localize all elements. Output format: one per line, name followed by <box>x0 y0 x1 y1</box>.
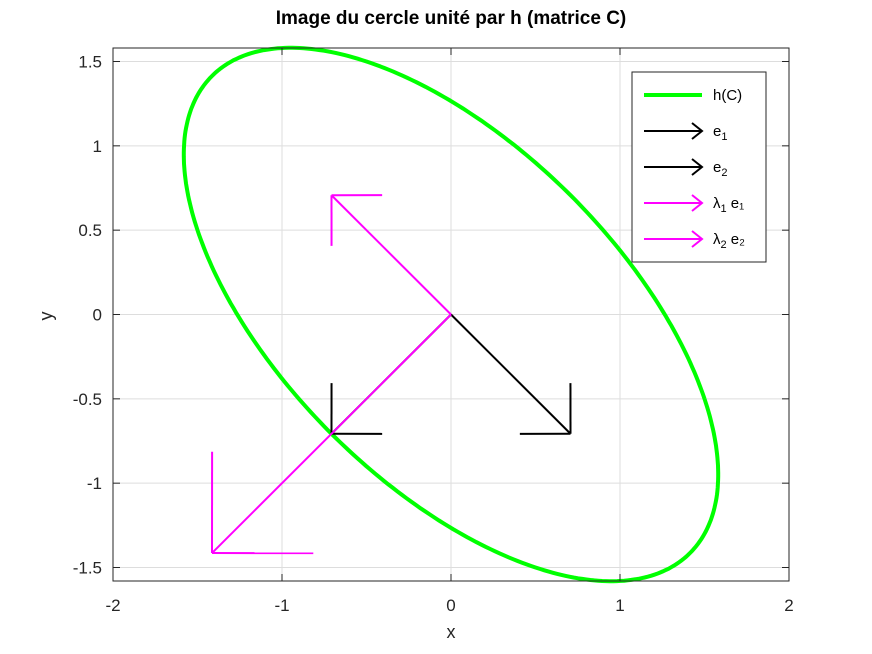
chart-title: Image du cercle unité par h (matrice C) <box>276 8 627 29</box>
arrow-shaft <box>330 194 452 316</box>
x-tick-label: 1 <box>615 596 624 615</box>
legend-item: λ1 e₁ <box>644 194 744 215</box>
arrow-shaft <box>211 313 452 554</box>
legend-label: e1 <box>713 123 727 143</box>
y-axis-label: y <box>36 312 56 321</box>
legend-item: λ2 e₂ <box>644 230 745 251</box>
ellipse-curve-hC <box>181 45 721 584</box>
legend: h(C) e1 e2 λ1 e₁ λ2 e₂ <box>631 71 767 263</box>
x-tick-label: 2 <box>784 596 793 615</box>
axis-ticks: -2 -1 0 1 2 -1.5 -1 -0.5 0 0.5 1 1.5 <box>73 48 794 615</box>
x-axis-label: x <box>447 622 456 642</box>
legend-label: h(C) <box>713 87 742 104</box>
y-tick-label: 1.5 <box>78 52 102 71</box>
legend-swatch-head <box>691 230 704 248</box>
arrow-3 <box>330 194 452 316</box>
legend-swatch-head <box>691 194 704 212</box>
y-tick-label: -1.5 <box>73 559 102 578</box>
x-tick-label: -2 <box>105 596 120 615</box>
arrow-1 <box>450 313 572 435</box>
legend-swatch-head <box>691 158 704 176</box>
legend-label: λ1 e₁ <box>713 195 744 215</box>
y-tick-label: 0.5 <box>78 221 102 240</box>
legend-item: e2 <box>644 158 727 179</box>
x-tick-label: 0 <box>446 596 455 615</box>
legend-item: e1 <box>644 122 727 143</box>
arrow-4 <box>211 313 452 555</box>
x-tick-label: -1 <box>274 596 289 615</box>
legend-swatch-head <box>691 122 704 140</box>
arrow-shaft <box>450 313 572 435</box>
y-tick-label: -0.5 <box>73 390 102 409</box>
legend-label: e2 <box>713 159 727 179</box>
legend-label: λ2 e₂ <box>713 231 745 251</box>
y-tick-label: 0 <box>93 306 102 325</box>
y-tick-label: -1 <box>87 474 102 493</box>
y-tick-label: 1 <box>93 137 102 156</box>
plot-area <box>181 45 721 584</box>
legend-item: h(C) <box>644 87 742 104</box>
